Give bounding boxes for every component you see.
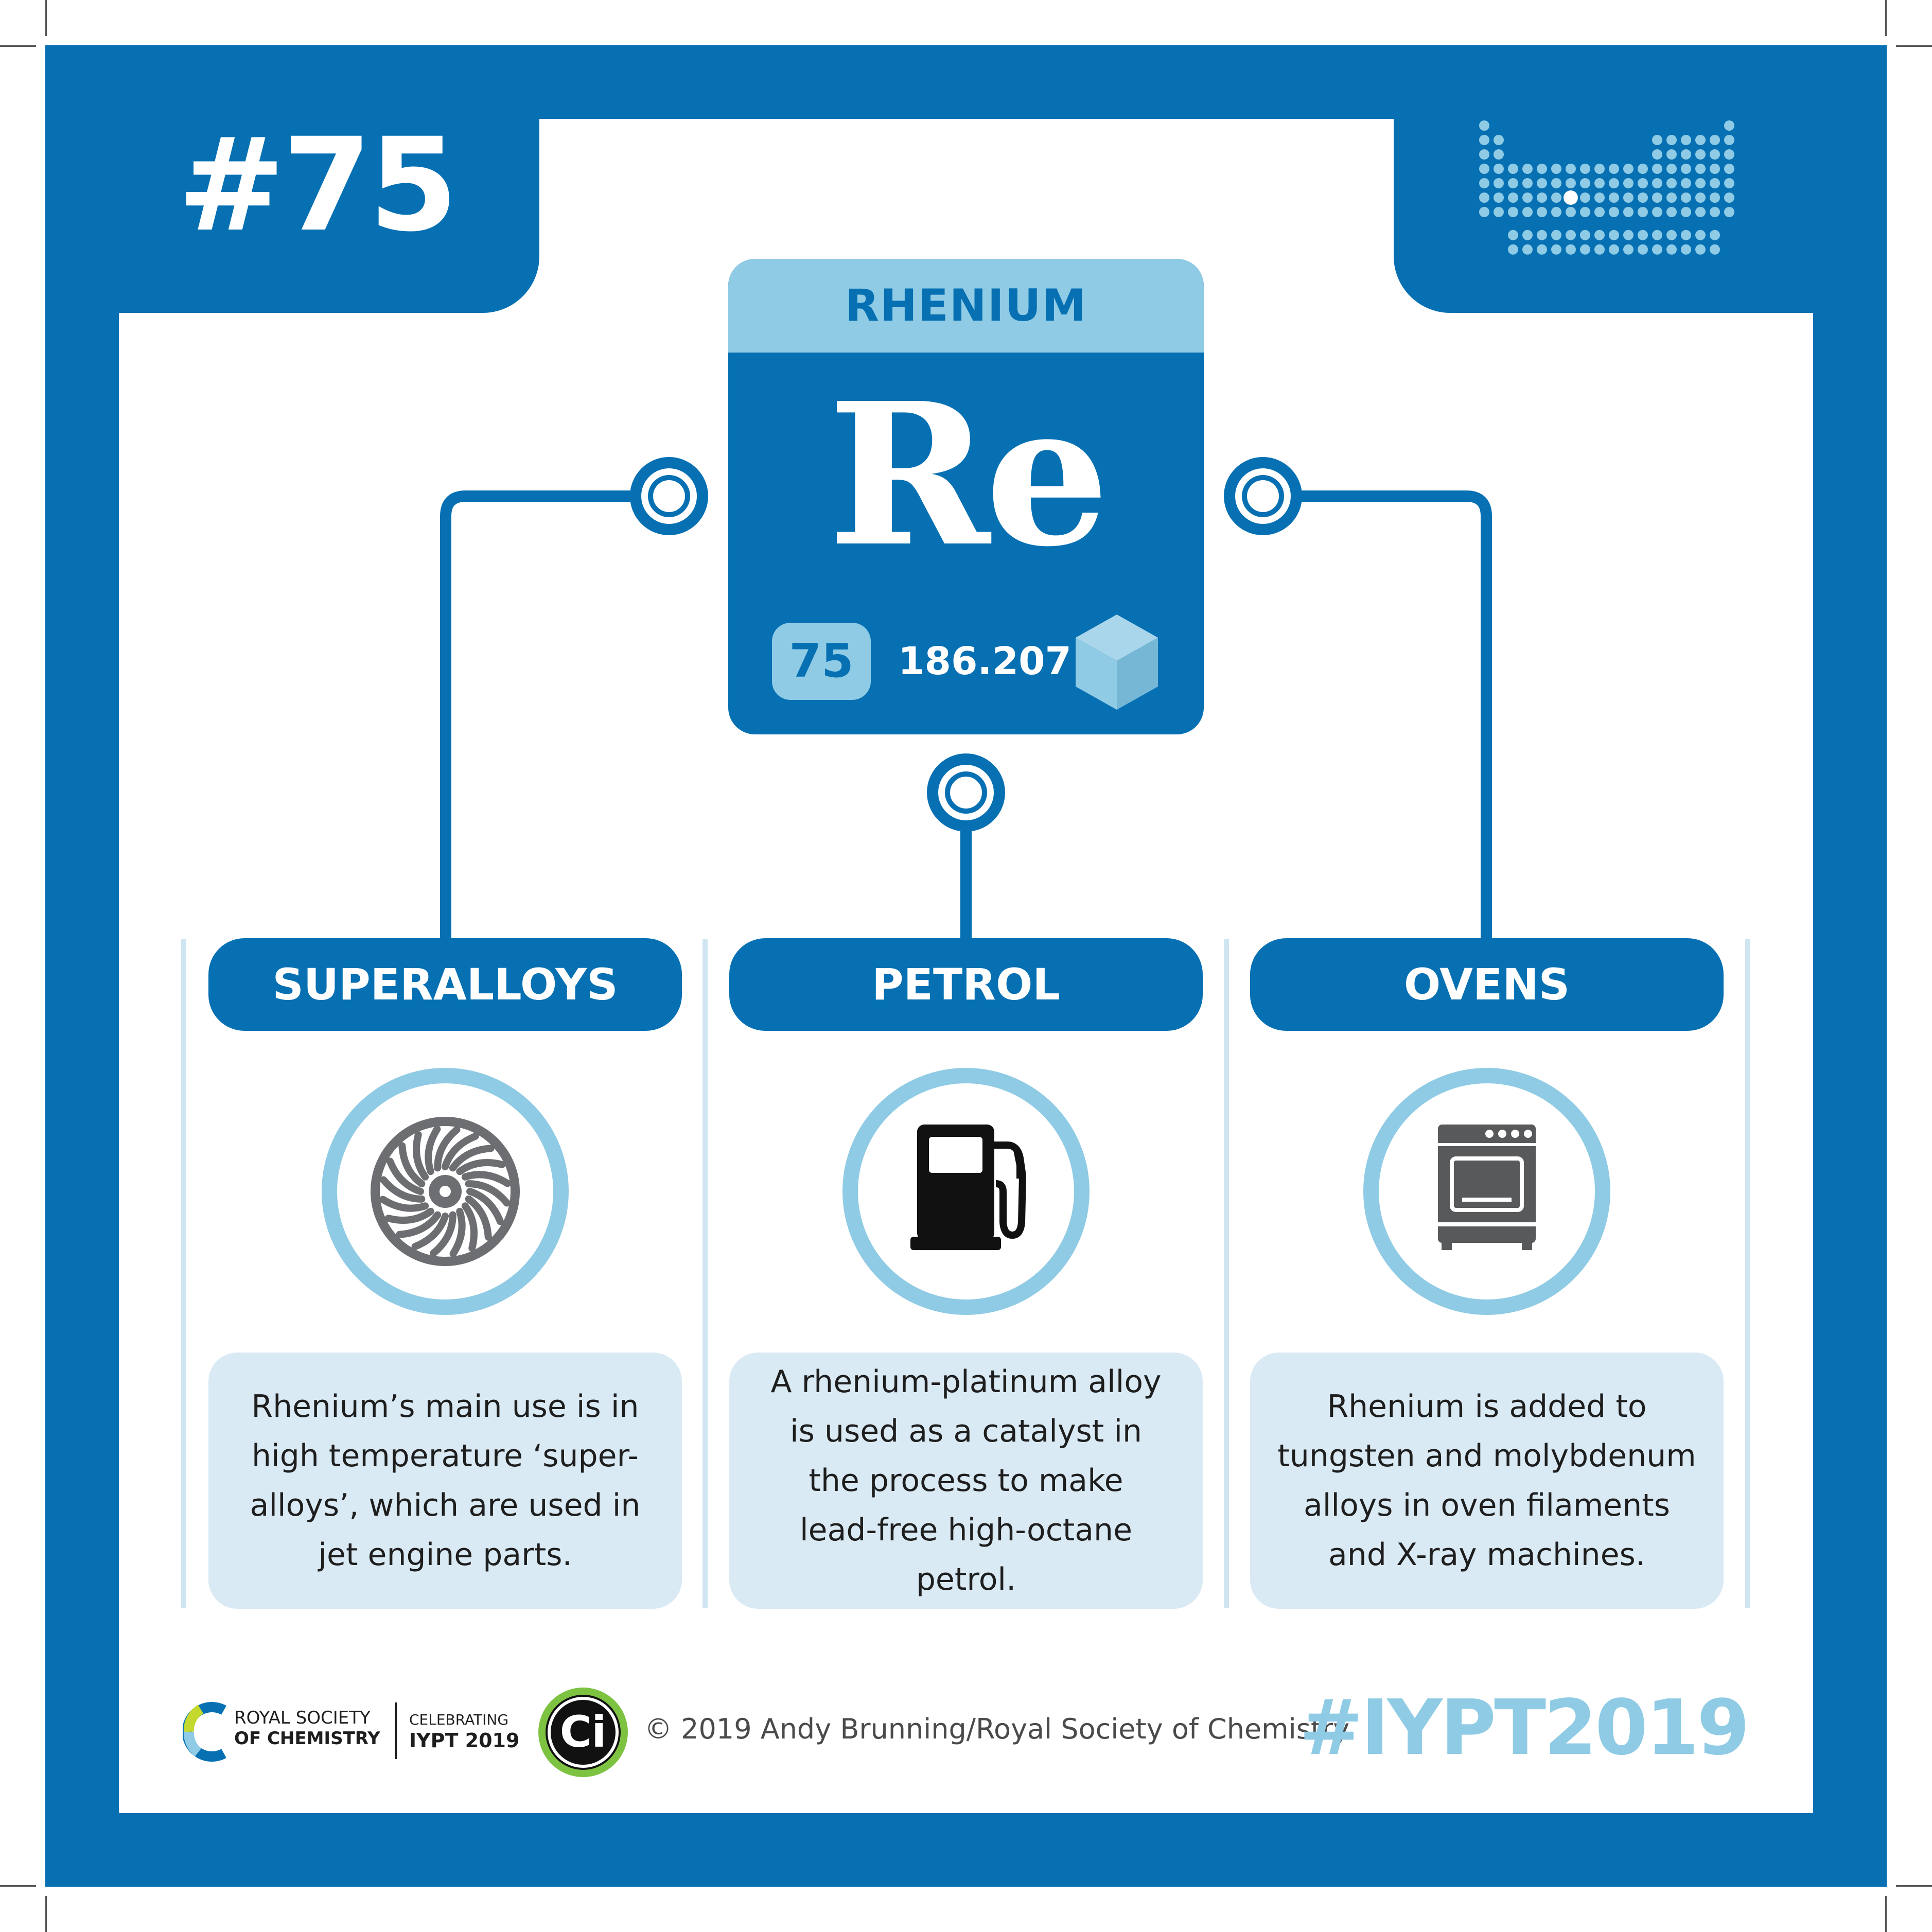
use-description-superalloys: Rhenium’s main use is in high temperatur… [208, 1353, 682, 1609]
iypt-wordmark: CELEBRATING IYPT 2019 [409, 1710, 519, 1751]
rsc-line-2: OF CHEMISTRY [234, 1728, 380, 1749]
oven-icon [1363, 1068, 1610, 1315]
rsc-line-1: ROYAL SOCIETY [234, 1708, 371, 1728]
use-description-text: A rhenium-platinum alloy is used as a ca… [770, 1364, 1162, 1597]
atomic-number: 75 [789, 634, 854, 688]
rsc-c-mark-icon [183, 1702, 226, 1762]
crop-mark [0, 45, 36, 47]
iypt-line-1: CELEBRATING [409, 1711, 509, 1728]
periodic-table-icon [1479, 120, 1734, 255]
column-divider [1224, 939, 1229, 1608]
crop-mark [45, 1896, 47, 1932]
use-description-petrol: A rhenium-platinum alloy is used as a ca… [729, 1353, 1203, 1609]
iypt-line-2: IYPT 2019 [409, 1729, 520, 1752]
crop-mark [45, 0, 47, 36]
solid-state-cube-icon [1076, 614, 1158, 710]
column-divider [181, 939, 186, 1608]
atomic-number-badge: 75 [772, 623, 871, 700]
element-symbol: Re [828, 360, 1110, 590]
ci-logo: Ci [538, 1688, 628, 1777]
ci-logo-text: Ci [560, 1707, 606, 1757]
atomic-mass: 186.207 [898, 639, 1072, 683]
hashtag: #IYPT2019 [1299, 1683, 1750, 1772]
element-name: RHENIUM [845, 280, 1087, 331]
use-title-ovens: OVENS [1250, 938, 1724, 1031]
element-tile: RHENIUM Re 75 186.207 [728, 259, 1204, 734]
copyright-notice: © 2019 Andy Brunning/Royal Society of Ch… [644, 1713, 1350, 1745]
rsc-logo: ROYAL SOCIETY OF CHEMISTRY CELEBRATING I… [183, 1698, 636, 1765]
element-name-header [728, 259, 1204, 353]
use-description-text: Rhenium’s main use is in high temperatur… [250, 1389, 641, 1573]
column-divider [1745, 939, 1750, 1608]
use-title-label: PETROL [872, 959, 1060, 1010]
rsc-wordmark: ROYAL SOCIETY OF CHEMISTRY [234, 1708, 380, 1749]
crop-mark [1885, 0, 1887, 36]
use-description-ovens: Rhenium is added to tungsten and molybde… [1250, 1353, 1724, 1609]
use-title-petrol: PETROL [729, 938, 1203, 1031]
element-number-title: #75 [178, 110, 458, 260]
use-title-label: SUPERALLOYS [272, 959, 618, 1010]
use-title-superalloys: SUPERALLOYS [208, 938, 682, 1031]
jet-engine-icon [322, 1068, 569, 1315]
logo-separator [395, 1702, 397, 1759]
number-tab [45, 45, 539, 313]
crop-mark [1885, 1896, 1887, 1932]
use-description-text: Rhenium is added to tungsten and molybde… [1277, 1389, 1696, 1573]
fuel-pump-icon [842, 1068, 1090, 1315]
crop-mark [1896, 1885, 1932, 1887]
crop-mark [1896, 45, 1932, 47]
column-divider [702, 939, 708, 1608]
crop-mark [0, 1885, 36, 1887]
use-title-label: OVENS [1403, 959, 1570, 1010]
